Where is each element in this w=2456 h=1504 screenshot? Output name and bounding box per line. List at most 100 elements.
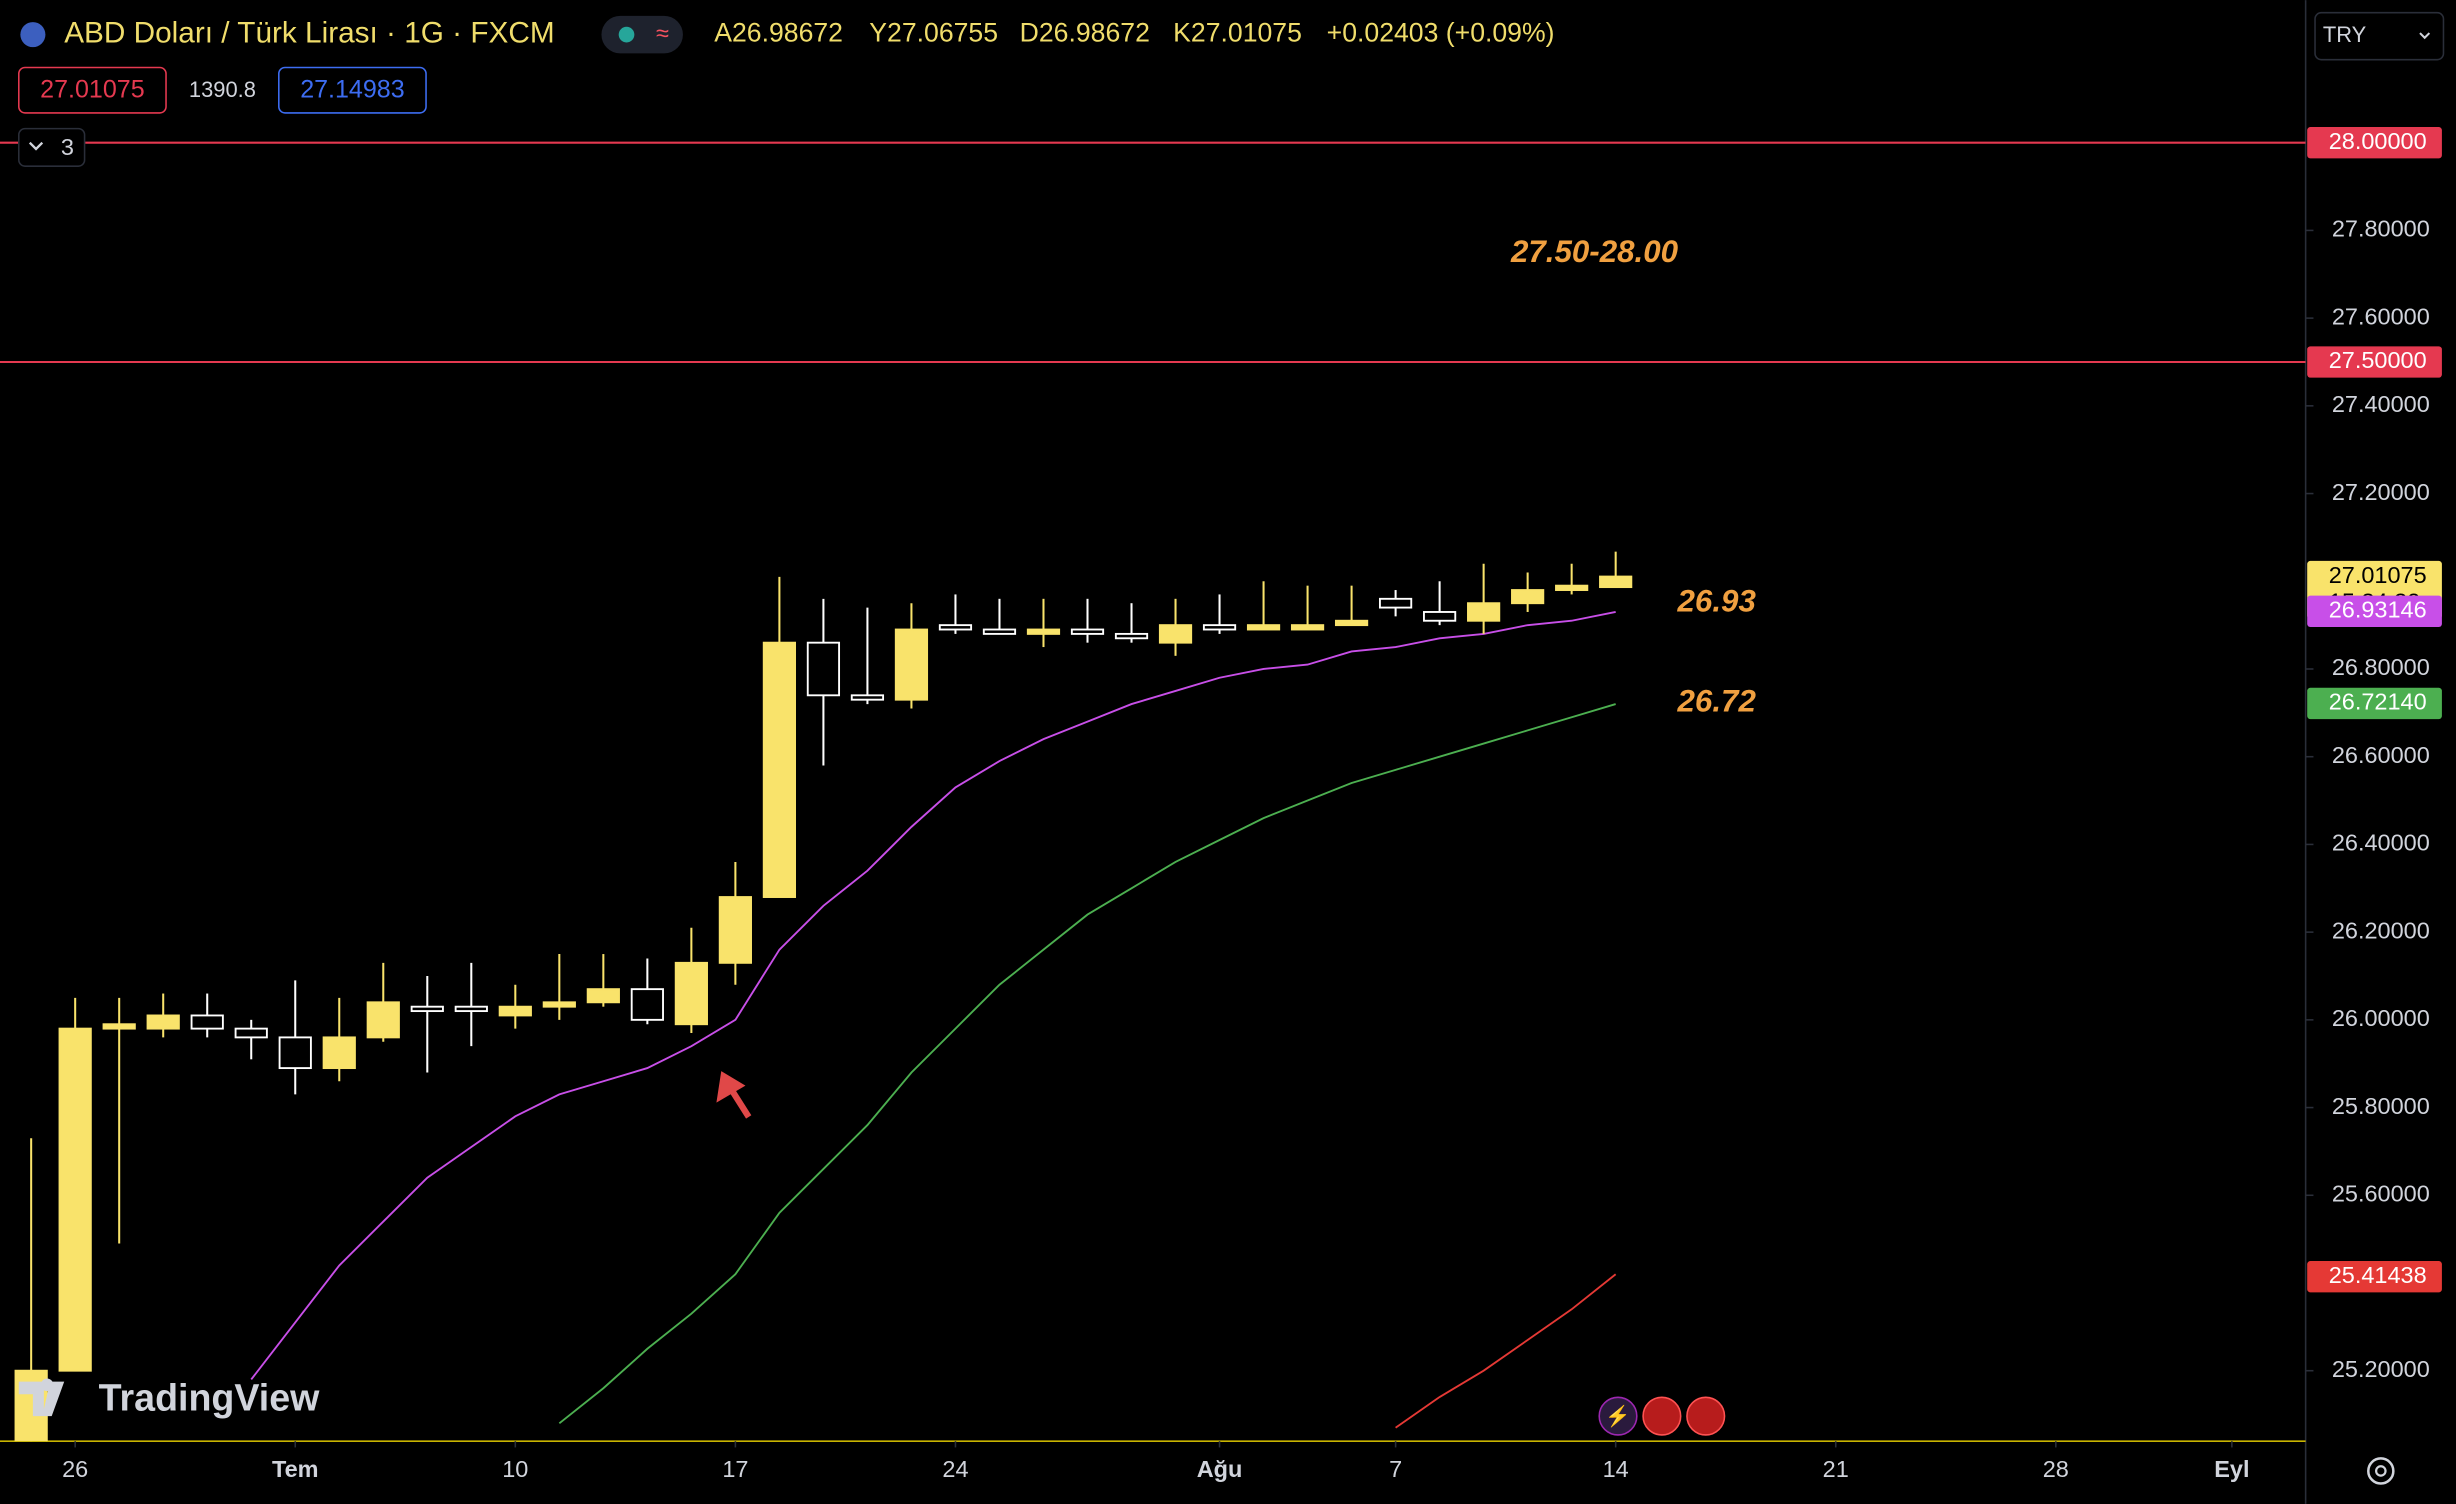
- candle-body: [58, 1027, 92, 1372]
- candle-body: [674, 961, 708, 1026]
- y-tick-label: 27.40000: [2332, 391, 2430, 417]
- candle-body: [586, 988, 620, 1004]
- status-pill: [601, 15, 683, 54]
- candle-body: [1114, 632, 1149, 640]
- price-badge: [2307, 346, 2442, 378]
- candle-body: [190, 1014, 224, 1030]
- ohlc-change: +0.02403 (+0.09%): [1327, 18, 1555, 48]
- candle-body: [1423, 611, 1457, 622]
- candle-body: [542, 1001, 576, 1008]
- candle-body: [894, 628, 929, 701]
- candle-body: [806, 641, 841, 697]
- watermark: TradingView: [99, 1376, 320, 1418]
- buy-price: 27.14983: [300, 76, 404, 104]
- x-tick-label: 7: [1389, 1456, 1402, 1482]
- indicators-count: 3: [61, 134, 74, 160]
- x-tick-label: Tem: [272, 1456, 319, 1482]
- event-icon[interactable]: [1642, 1396, 1682, 1436]
- y-tick-label: 27.60000: [2332, 303, 2430, 329]
- symbol-title: ABD Doları / Türk Lirası · 1G · FXCM: [64, 16, 554, 49]
- price-badge: [2307, 687, 2442, 720]
- status-icon: ≈: [656, 20, 669, 46]
- candle-body: [1334, 619, 1369, 627]
- y-tick-label: 25.20000: [2332, 1356, 2430, 1382]
- x-tick-label: 10: [502, 1456, 528, 1482]
- indicators-toggle[interactable]: [18, 127, 86, 167]
- tv-logo: [18, 1378, 65, 1417]
- settings-button[interactable]: [2367, 1457, 2395, 1485]
- moving-average: [250, 611, 1616, 1381]
- candle-body: [762, 641, 797, 898]
- candle-body: [454, 1005, 488, 1013]
- candle-body: [366, 1001, 400, 1039]
- candle-body: [938, 624, 973, 631]
- event-icon[interactable]: [1598, 1396, 1638, 1436]
- sell-button[interactable]: [18, 66, 167, 114]
- candle-body: [1158, 624, 1193, 644]
- x-tick-label: 14: [1603, 1456, 1629, 1482]
- x-tick-label: 21: [1823, 1456, 1849, 1482]
- price-badge-label: 28.00000: [2329, 128, 2427, 154]
- y-tick-label: 26.80000: [2332, 654, 2430, 680]
- candle-body: [1378, 597, 1413, 609]
- candle-body: [498, 1005, 532, 1017]
- annotation: 26.93: [1677, 583, 1757, 618]
- price-badge-label: 26.72140: [2329, 689, 2427, 715]
- chevron: [2419, 32, 2431, 40]
- price-badge-label: 27.01075: [2329, 562, 2427, 588]
- candle-body: [982, 628, 1017, 635]
- candle-body: [850, 694, 885, 701]
- candle-body: [278, 1036, 312, 1070]
- y-tick-label: 27.20000: [2332, 479, 2430, 505]
- price-badge: [2307, 1261, 2442, 1293]
- y-tick-label: 26.00000: [2332, 1005, 2430, 1031]
- x-tick-label: Ağu: [1197, 1456, 1243, 1482]
- spread: 1390.8: [189, 77, 256, 102]
- ohlc-close: K27.01075: [1173, 18, 1302, 48]
- price-badge: [2307, 127, 2442, 159]
- x-tick-label: 28: [2043, 1456, 2069, 1482]
- price-badge-label: 25.41438: [2329, 1262, 2427, 1288]
- candle-body: [718, 896, 752, 964]
- y-tick-label: 25.80000: [2332, 1093, 2430, 1119]
- candle-body: [1599, 575, 1633, 589]
- candle-body: [410, 1005, 444, 1013]
- event-icon-glyph: ⚡: [1605, 1404, 1630, 1429]
- x-tick-label: 17: [722, 1456, 748, 1482]
- candle-body: [322, 1036, 356, 1070]
- price-badge-label: 26.93146: [2329, 597, 2427, 623]
- currency-select[interactable]: [2314, 11, 2445, 61]
- settings-dot: [2375, 1465, 2387, 1477]
- y-tick-label: 26.20000: [2332, 917, 2430, 943]
- candle-body: [1511, 589, 1545, 605]
- candle-body: [630, 988, 664, 1021]
- price-badge: [2307, 595, 2442, 627]
- candle-body: [234, 1027, 268, 1039]
- currency: TRY: [2323, 22, 2367, 47]
- buy-button[interactable]: [278, 66, 427, 114]
- candle-body: [1290, 624, 1325, 631]
- ohlc-low: D26.98672: [1020, 18, 1150, 48]
- ohlc-high: Y27.06755: [869, 18, 998, 48]
- y-tick-label: 25.60000: [2332, 1180, 2430, 1206]
- flag-icon: [20, 22, 46, 48]
- moving-average: [1395, 1273, 1617, 1429]
- candle-body: [102, 1023, 136, 1030]
- sell-price: 27.01075: [40, 76, 144, 104]
- y-tick-label: 26.60000: [2332, 742, 2430, 768]
- x-tick-label: 24: [942, 1456, 968, 1482]
- event-icon[interactable]: [1686, 1396, 1726, 1436]
- candle-body: [1070, 628, 1105, 635]
- arrow-annotation: [716, 1071, 752, 1119]
- y-tick-label: 26.40000: [2332, 830, 2430, 856]
- chevron: [28, 141, 44, 151]
- annotation: 26.72: [1677, 684, 1757, 719]
- candle-body: [1467, 602, 1501, 622]
- annotation: 27.50-28.00: [1510, 234, 1679, 269]
- status-dot: [618, 26, 635, 43]
- y-tick-label: 27.80000: [2332, 216, 2430, 242]
- candle-body: [1202, 624, 1237, 631]
